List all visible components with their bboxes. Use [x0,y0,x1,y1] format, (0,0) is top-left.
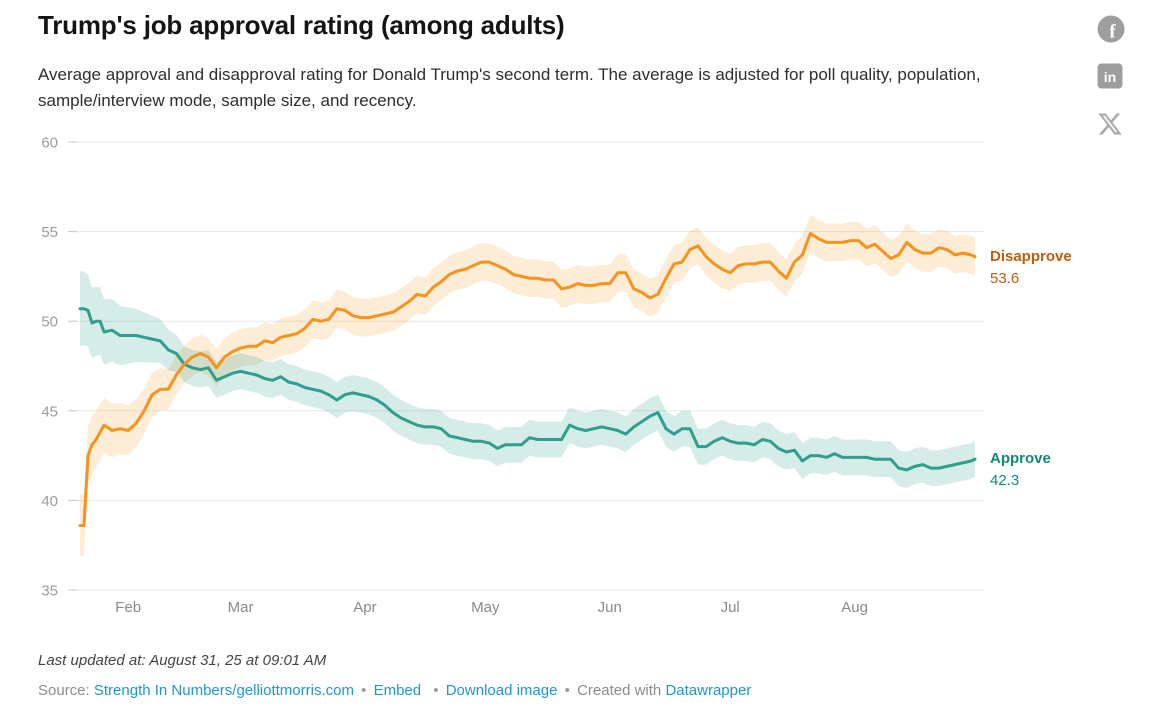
approve-value-text: 42.3 [990,472,1020,490]
y-tick-label: 50 [41,314,58,331]
attribution-line: Source: Strength In Numbers/gelliottmorr… [38,682,751,699]
approve-confidence-band [80,271,975,488]
linkedin-share-icon[interactable]: in [1097,63,1125,91]
y-tick-label: 40 [41,493,58,510]
x-tick-label: Mar [228,599,254,616]
svg-text:f: f [1109,22,1116,43]
disapprove-label-text: Disapprove [990,247,1072,265]
created-with-label: Created with [577,682,662,699]
disapprove-series-label: Disapprove 53.6 [990,246,1150,289]
datawrapper-link[interactable]: Datawrapper [665,682,752,699]
download-image-link[interactable]: Download image [445,682,558,699]
embed-link[interactable]: Embed [373,682,422,699]
approval-chart: 60 55 50 45 40 35 Feb Mar Apr May Jun Jul Aug Disapp… [0,130,1156,622]
separator-dot: • [361,682,367,699]
x-tick-label: Apr [353,599,376,616]
x-share-icon[interactable] [1097,111,1125,139]
approve-label-text: Approve [990,450,1051,468]
x-tick-label: Jul [721,599,740,616]
x-tick-label: May [471,599,500,616]
approve-series-label: Approve 42.3 [990,448,1150,491]
y-tick-label: 45 [41,403,58,420]
approve-line [78,307,977,472]
y-tick-label: 35 [41,583,58,600]
separator-dot: • [433,682,439,699]
last-updated-note: Last updated at: August 31, 25 at 09:01 … [38,652,327,669]
source-label: Source: [38,682,90,699]
svg-text:in: in [1104,69,1116,85]
separator-dot: • [564,682,570,699]
approval-chart-svg: 60 55 50 45 40 35 Feb Mar Apr May Jun Jul Aug [41,135,985,616]
source-link[interactable]: Strength In Numbers/gelliottmorris.com [93,682,354,699]
chart-subtitle: Average approval and disapproval rating … [38,65,981,110]
page-title: Trump's job approval rating (among adult… [38,10,565,40]
x-tick-label: Jun [598,599,622,616]
disapprove-value-text: 53.6 [990,269,1020,287]
x-tick-label: Aug [841,599,868,616]
disapprove-confidence-band [80,214,975,556]
facebook-share-icon[interactable]: f [1097,15,1125,43]
y-tick-label: 60 [41,135,58,152]
y-tick-label: 55 [41,224,58,241]
x-tick-label: Feb [115,599,141,616]
disapprove-line [78,231,977,527]
